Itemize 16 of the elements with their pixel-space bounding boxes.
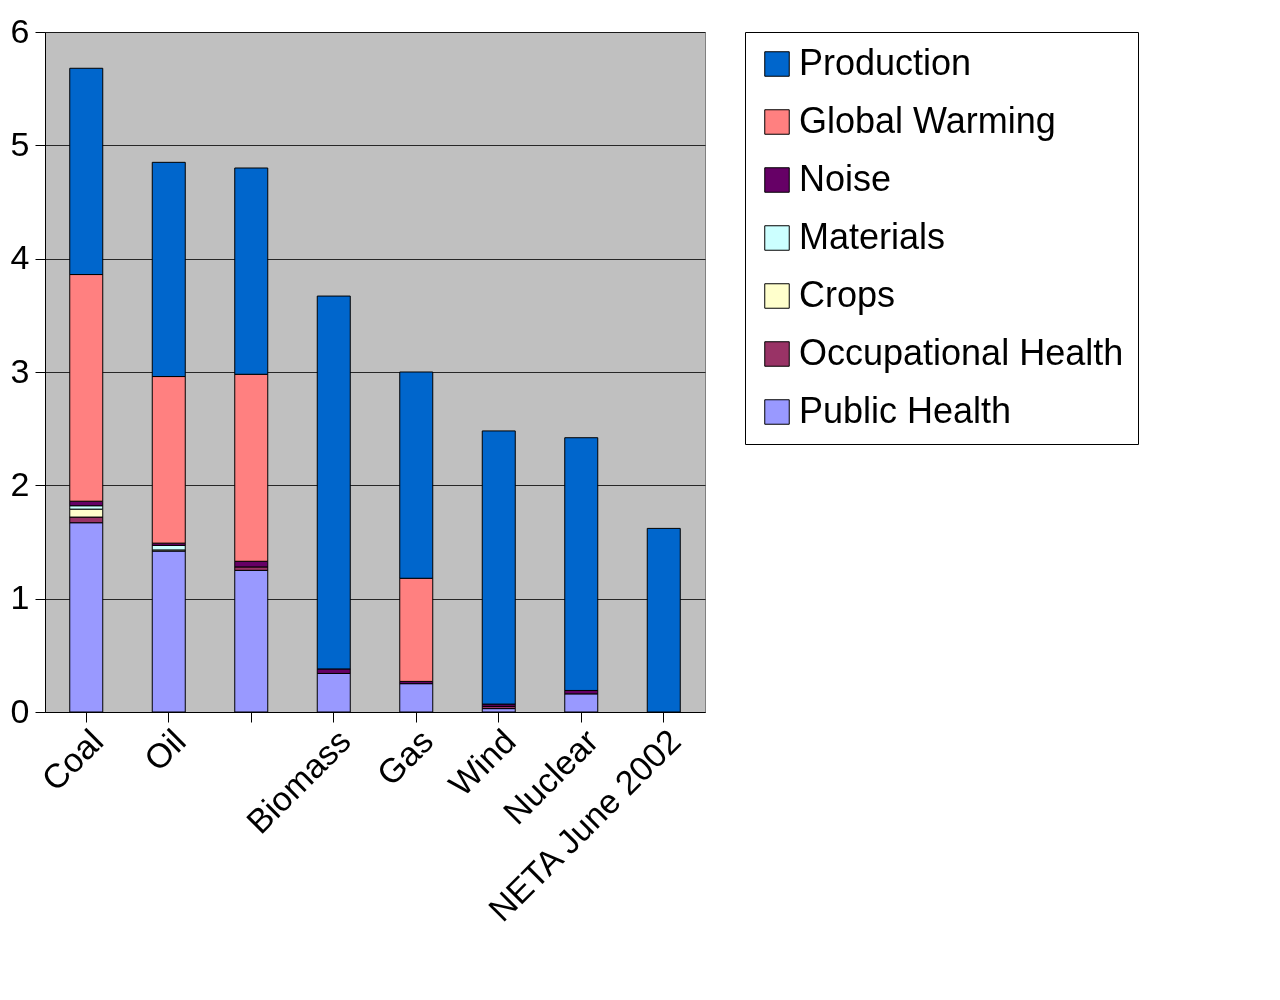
- y-tick-label: 0: [10, 691, 30, 730]
- legend-label: Global Warming: [799, 100, 1056, 141]
- y-tick-label: 2: [10, 464, 30, 503]
- legend-label: Materials: [799, 216, 946, 257]
- y-tick-label: 5: [10, 124, 30, 163]
- y-tick-label: 3: [10, 351, 30, 390]
- legend-label: Occupational Health: [799, 332, 1124, 373]
- legend-label: Public Health: [799, 390, 1012, 431]
- y-tick-label: 4: [10, 238, 30, 277]
- legend-label: Production: [799, 42, 972, 83]
- y-tick-label: 6: [10, 11, 30, 50]
- x-tick-label: Gas: [369, 721, 441, 793]
- x-tick-label: Oil: [136, 721, 193, 778]
- legend-label: Noise: [799, 158, 892, 199]
- y-tick-label: 1: [10, 578, 30, 617]
- legend-label: Crops: [799, 274, 896, 315]
